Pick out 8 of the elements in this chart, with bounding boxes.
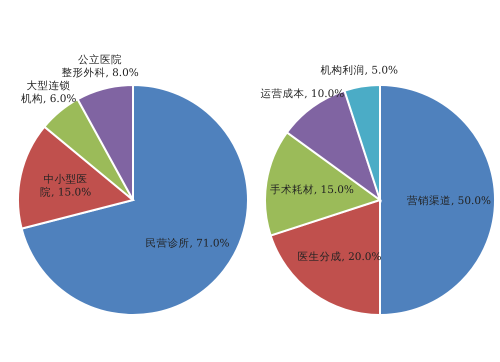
slice-label: 中小型医院, 15.0% <box>40 172 92 198</box>
slice-label: 营销渠道, 50.0% <box>406 194 492 207</box>
slice-label: 大型连锁机构, 6.0% <box>21 79 76 106</box>
slice-label: 运营成本, 10.0% <box>260 87 344 100</box>
slice-label: 手术耗材, 15.0% <box>270 183 354 196</box>
slice-label: 公立医院整形外科, 8.0% <box>61 52 139 79</box>
slice-label: 民营诊所, 71.0% <box>146 236 230 250</box>
slice-label: 机构利润, 5.0% <box>320 63 398 76</box>
